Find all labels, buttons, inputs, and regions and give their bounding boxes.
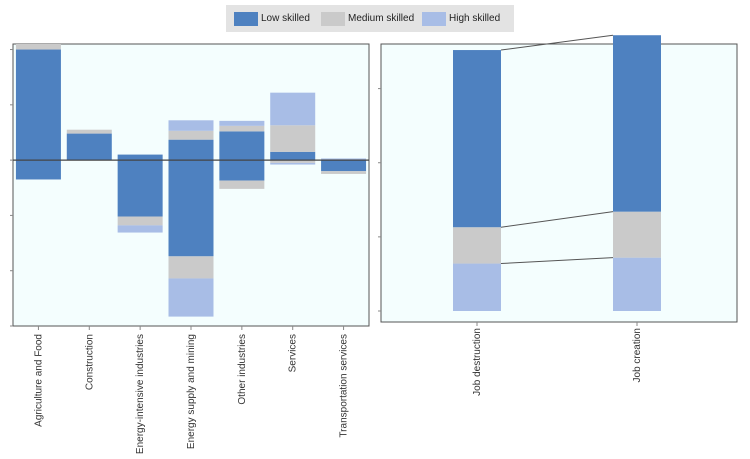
bar-construction-low-skilled-pos bbox=[66, 133, 112, 161]
bar-agriculture-and-food-low-skilled-pos bbox=[15, 49, 61, 161]
bar-energy-supply-and-mining-low-skilled-pos bbox=[168, 139, 214, 161]
legend-label-low-skilled: Low skilled bbox=[261, 13, 310, 24]
bar-other-industries-medium-skilled-pos bbox=[219, 125, 265, 132]
bar-services-low-skilled-pos bbox=[270, 151, 316, 161]
x-tick-label-job-creation: Job creation bbox=[632, 328, 643, 382]
bar-job-destruction-high-skilled bbox=[453, 263, 501, 311]
legend-swatch-high-skilled bbox=[422, 12, 446, 26]
bar-services-high-skilled-pos bbox=[270, 92, 316, 126]
bar-services-high-skilled-neg bbox=[270, 162, 316, 165]
bar-energy-intensive-industries-medium-skilled-neg bbox=[117, 216, 163, 226]
bar-job-creation-medium-skilled bbox=[613, 211, 661, 258]
bar-transportation-services-high-skilled-pos bbox=[321, 158, 367, 161]
bar-energy-supply-and-mining-high-skilled-neg bbox=[168, 278, 214, 317]
connector-line bbox=[500, 257, 614, 265]
x-tick-label-energy-intensive-industries: Energy-intensive industries bbox=[135, 334, 146, 454]
job-flows-chart: Job destruction Job creation bbox=[378, 34, 738, 396]
sector-chart: Agriculture and Food Construction Energy-i… bbox=[10, 43, 370, 454]
bar-other-industries-high-skilled-pos bbox=[219, 120, 265, 126]
bar-job-destruction-low-skilled bbox=[453, 50, 501, 228]
bar-other-industries-low-skilled-pos bbox=[219, 131, 265, 161]
bar-energy-intensive-industries-low-skilled-neg bbox=[117, 160, 163, 217]
bar-energy-supply-and-mining-medium-skilled-pos bbox=[168, 130, 214, 140]
bar-energy-supply-and-mining-low-skilled-neg bbox=[168, 160, 214, 257]
legend-label-high-skilled: High skilled bbox=[449, 13, 501, 24]
legend-label-medium-skilled: Medium skilled bbox=[348, 13, 415, 24]
x-tick-label-transportation-services: Transportation services bbox=[339, 334, 350, 438]
bar-job-creation-low-skilled bbox=[613, 35, 661, 212]
right-plot-area bbox=[380, 43, 738, 323]
x-tick-label-agriculture-and-food: Agriculture and Food bbox=[33, 334, 44, 427]
legend-item-medium-skilled: Medium skilled bbox=[321, 12, 414, 26]
x-tick-label-services: Services bbox=[288, 334, 299, 372]
legend-swatch-low-skilled bbox=[234, 12, 258, 26]
bar-services-medium-skilled-neg bbox=[270, 160, 316, 163]
bar-agriculture-and-food-medium-skilled-pos bbox=[15, 44, 61, 50]
bar-agriculture-and-food-low-skilled-neg bbox=[15, 160, 61, 180]
chart-legend: Low skilled Medium skilled High skilled bbox=[226, 5, 514, 32]
bar-job-creation-high-skilled bbox=[613, 257, 661, 311]
legend-item-high-skilled: High skilled bbox=[422, 12, 500, 26]
x-tick-label-job-destruction: Job destruction bbox=[472, 328, 483, 396]
bar-energy-supply-and-mining-high-skilled-pos bbox=[168, 120, 214, 131]
bar-transportation-services-medium-skilled-neg bbox=[321, 171, 367, 174]
bar-energy-intensive-industries-high-skilled-neg bbox=[117, 225, 163, 233]
bar-energy-intensive-industries-low-skilled-pos bbox=[117, 154, 163, 161]
x-tick-label-other-industries: Other industries bbox=[237, 334, 248, 405]
connector-line bbox=[500, 34, 614, 51]
bar-transportation-services-low-skilled-neg bbox=[321, 160, 367, 172]
legend-swatch-medium-skilled bbox=[321, 12, 345, 26]
bar-job-destruction-medium-skilled bbox=[453, 227, 501, 264]
bar-other-industries-low-skilled-neg bbox=[219, 160, 265, 181]
bar-other-industries-medium-skilled-neg bbox=[219, 180, 265, 189]
bar-energy-supply-and-mining-medium-skilled-neg bbox=[168, 256, 214, 279]
x-tick-label-energy-supply-and-mining: Energy supply and mining bbox=[186, 334, 197, 449]
x-tick-label-construction: Construction bbox=[84, 334, 95, 390]
legend-item-low-skilled: Low skilled bbox=[234, 12, 310, 26]
bar-construction-medium-skilled-pos bbox=[66, 129, 112, 134]
connector-line bbox=[500, 211, 614, 228]
bar-services-medium-skilled-pos bbox=[270, 125, 316, 152]
